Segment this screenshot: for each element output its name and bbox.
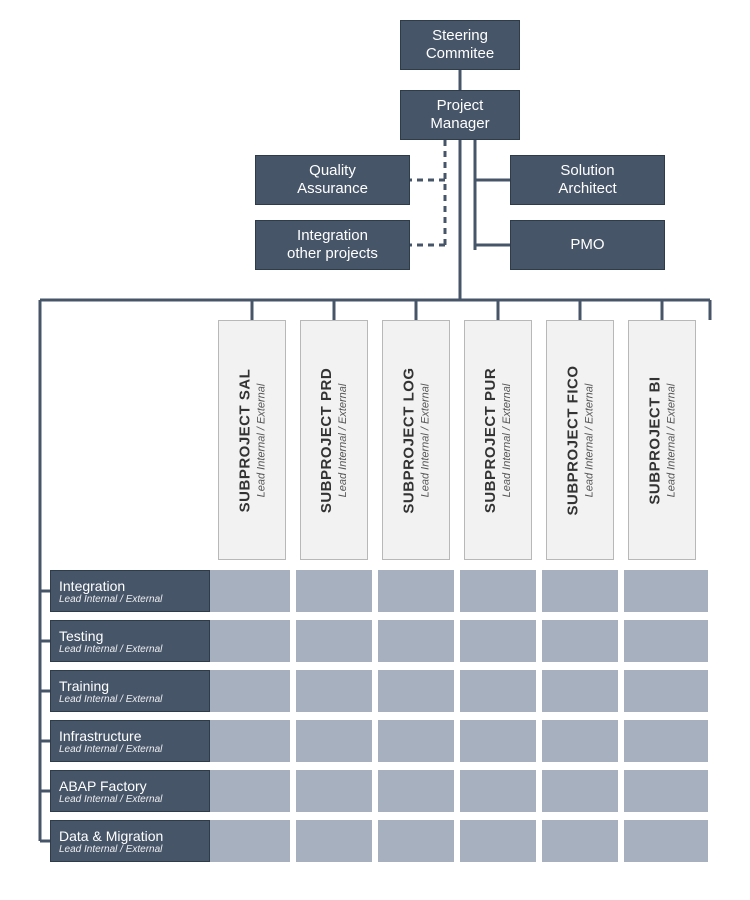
- subproject-column: SUBPROJECT PUR Lead Internal / External: [464, 320, 532, 560]
- workstream-row: ABAP Factory Lead Internal / External: [50, 770, 210, 812]
- row-sub: Lead Internal / External: [59, 744, 209, 755]
- column-title: SUBPROJECT PRD: [319, 367, 336, 512]
- workstream-row: Integration Lead Internal / External: [50, 570, 210, 612]
- box-qa: Quality Assurance: [255, 155, 410, 205]
- row-title: Data & Migration: [59, 828, 209, 844]
- matrix-row-band: [210, 670, 708, 712]
- row-title: ABAP Factory: [59, 778, 209, 794]
- column-sub: Lead Internal / External: [584, 383, 596, 497]
- text: Quality: [309, 162, 356, 180]
- row-title: Infrastructure: [59, 728, 209, 744]
- box-solution-architect: Solution Architect: [510, 155, 665, 205]
- text: Steering: [432, 27, 488, 45]
- workstream-row: Data & Migration Lead Internal / Externa…: [50, 820, 210, 862]
- subproject-column: SUBPROJECT FICO Lead Internal / External: [546, 320, 614, 560]
- row-sub: Lead Internal / External: [59, 594, 209, 605]
- column-title: SUBPROJECT LOG: [401, 367, 418, 513]
- row-title: Testing: [59, 628, 209, 644]
- column-sub: Lead Internal / External: [420, 383, 432, 497]
- workstream-row: Infrastructure Lead Internal / External: [50, 720, 210, 762]
- row-sub: Lead Internal / External: [59, 694, 209, 705]
- box-pm: Project Manager: [400, 90, 520, 140]
- workstream-row: Testing Lead Internal / External: [50, 620, 210, 662]
- matrix-row-band: [210, 620, 708, 662]
- column-title: SUBPROJECT SAL: [237, 368, 254, 512]
- matrix-row-band: [210, 720, 708, 762]
- row-sub: Lead Internal / External: [59, 644, 209, 655]
- row-sub: Lead Internal / External: [59, 794, 209, 805]
- matrix-row-band: [210, 570, 708, 612]
- row-title: Training: [59, 678, 209, 694]
- text: Assurance: [297, 180, 368, 198]
- column-title: SUBPROJECT PUR: [483, 367, 500, 512]
- box-integration-other: Integration other projects: [255, 220, 410, 270]
- matrix-row-band: [210, 820, 708, 862]
- text: Manager: [430, 115, 489, 133]
- text: PMO: [570, 236, 604, 254]
- text: Solution: [560, 162, 614, 180]
- row-sub: Lead Internal / External: [59, 844, 209, 855]
- column-sub: Lead Internal / External: [666, 383, 678, 497]
- column-sub: Lead Internal / External: [256, 383, 268, 497]
- box-pmo: PMO: [510, 220, 665, 270]
- text: other projects: [287, 245, 378, 263]
- column-sub: Lead Internal / External: [338, 383, 350, 497]
- subproject-column: SUBPROJECT BI Lead Internal / External: [628, 320, 696, 560]
- row-title: Integration: [59, 578, 209, 594]
- subproject-column: SUBPROJECT LOG Lead Internal / External: [382, 320, 450, 560]
- matrix-row-band: [210, 770, 708, 812]
- column-sub: Lead Internal / External: [502, 383, 514, 497]
- text: Commitee: [426, 45, 494, 63]
- column-title: SUBPROJECT BI: [647, 376, 664, 504]
- column-title: SUBPROJECT FICO: [565, 365, 582, 515]
- subproject-column: SUBPROJECT PRD Lead Internal / External: [300, 320, 368, 560]
- workstream-row: Training Lead Internal / External: [50, 670, 210, 712]
- subproject-column: SUBPROJECT SAL Lead Internal / External: [218, 320, 286, 560]
- text: Project: [437, 97, 484, 115]
- box-steering: Steering Commitee: [400, 20, 520, 70]
- text: Integration: [297, 227, 368, 245]
- text: Architect: [558, 180, 616, 198]
